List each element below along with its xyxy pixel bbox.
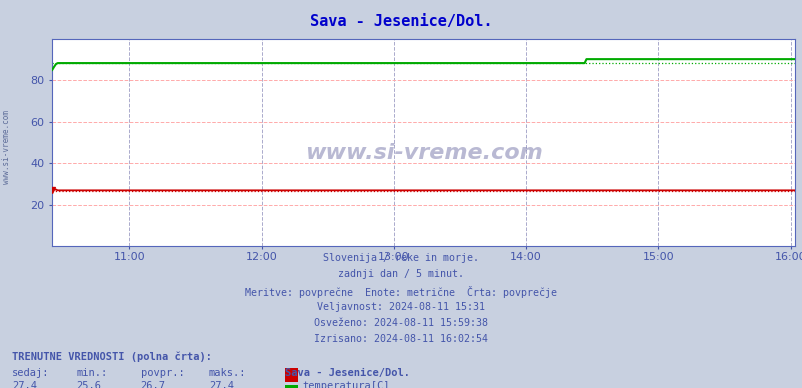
Text: 27,4: 27,4	[12, 381, 37, 388]
Text: 27,4: 27,4	[209, 381, 233, 388]
Text: 26,7: 26,7	[140, 381, 165, 388]
Text: min.:: min.:	[76, 368, 107, 378]
Text: Izrisano: 2024-08-11 16:02:54: Izrisano: 2024-08-11 16:02:54	[314, 334, 488, 345]
Text: povpr.:: povpr.:	[140, 368, 184, 378]
Text: Osveženo: 2024-08-11 15:59:38: Osveženo: 2024-08-11 15:59:38	[314, 318, 488, 328]
Text: Slovenija / reke in morje.: Slovenija / reke in morje.	[323, 253, 479, 263]
Text: www.si-vreme.com: www.si-vreme.com	[2, 111, 11, 184]
Text: sedaj:: sedaj:	[12, 368, 50, 378]
Text: Veljavnost: 2024-08-11 15:31: Veljavnost: 2024-08-11 15:31	[317, 302, 485, 312]
Text: temperatura[C]: temperatura[C]	[302, 381, 390, 388]
Text: maks.:: maks.:	[209, 368, 246, 378]
Text: Sava - Jesenice/Dol.: Sava - Jesenice/Dol.	[310, 14, 492, 29]
Text: zadnji dan / 5 minut.: zadnji dan / 5 minut.	[338, 269, 464, 279]
Text: www.si-vreme.com: www.si-vreme.com	[304, 143, 542, 163]
Text: Sava - Jesenice/Dol.: Sava - Jesenice/Dol.	[285, 368, 410, 378]
Text: Meritve: povprečne  Enote: metrične  Črta: povprečje: Meritve: povprečne Enote: metrične Črta:…	[245, 286, 557, 298]
Text: 25,6: 25,6	[76, 381, 101, 388]
Text: TRENUTNE VREDNOSTI (polna črta):: TRENUTNE VREDNOSTI (polna črta):	[12, 351, 212, 362]
